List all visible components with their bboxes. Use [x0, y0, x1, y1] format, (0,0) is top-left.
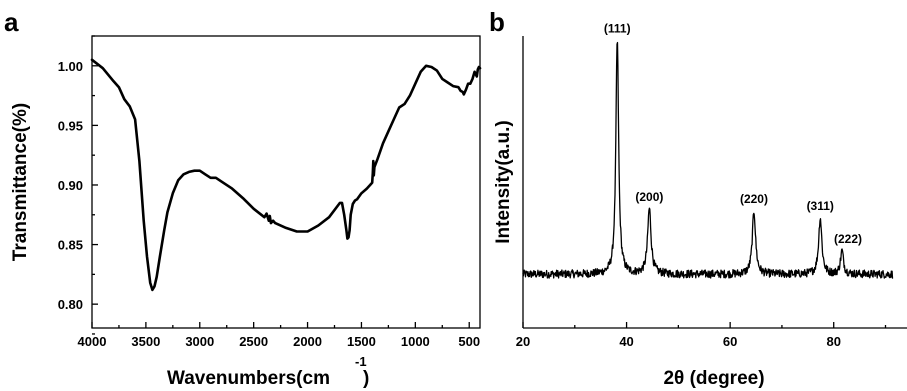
- x-axis-title-a: Wavenumbers(cm: [167, 368, 330, 389]
- x-tick-label-a: 1500: [347, 334, 376, 349]
- y-tick-label-a: 0.90: [58, 178, 83, 193]
- x-axis-title-superscript: -1: [355, 354, 367, 369]
- panel-a-ftir-chart: a 4000 3500 3000 2500 2000 1500 1000 500 0.800.…: [4, 7, 482, 389]
- y-axis-a: 0.80 0.85 0.90 0.95 1.00: [58, 35, 98, 335]
- y-tick-label-a: 1.00: [58, 59, 83, 74]
- transmittance-series-line: [90, 58, 482, 292]
- peak-label: (111): [604, 22, 631, 36]
- x-tick-label-a: 4000: [78, 334, 107, 349]
- plot-frame-a: [91, 35, 481, 329]
- x-tick-label-a: 2000: [293, 334, 322, 349]
- peak-labels: (111) (200) (220) (311) (222): [604, 22, 862, 246]
- x-tick-label-b: 60: [723, 334, 737, 349]
- panel-letter-a: a: [4, 7, 19, 37]
- x-tick-label-a: 500: [458, 334, 480, 349]
- x-axis-b: 20 40 60 80: [516, 322, 887, 349]
- peak-label: (222): [834, 232, 862, 246]
- y-tick-label-a: 0.95: [58, 118, 83, 133]
- y-tick-label-a: 0.85: [58, 238, 83, 253]
- x-tick-label-b: 80: [826, 334, 840, 349]
- y-axis-title-a: Transmittance(%): [10, 103, 31, 261]
- peak-label: (200): [635, 190, 663, 204]
- y-tick-label-a: 0.80: [58, 297, 83, 312]
- x-axis-title-suffix: ): [363, 368, 369, 389]
- x-tick-label-a: 3500: [131, 334, 160, 349]
- x-tick-label-a: 3000: [185, 334, 214, 349]
- peak-label: (311): [807, 199, 834, 213]
- x-axis-title-b: 2θ (degree): [663, 368, 764, 389]
- x-tick-label-a: 2500: [239, 334, 268, 349]
- x-tick-label-b: 40: [619, 334, 633, 349]
- intensity-series-line: [522, 41, 894, 279]
- x-tick-label-b: 20: [516, 334, 530, 349]
- panel-b-xrd-chart: b 20 40 60 80 (111) (200) (220) (311) (222) Int…: [489, 7, 907, 389]
- panel-letter-b: b: [489, 7, 505, 37]
- x-tick-label-a: 1000: [401, 334, 430, 349]
- peak-label: (220): [740, 192, 768, 206]
- x-axis-a: 4000 3500 3000 2500 2000 1500 1000 500: [78, 322, 480, 349]
- y-axis-title-b: Intensity(a.u.): [493, 120, 514, 244]
